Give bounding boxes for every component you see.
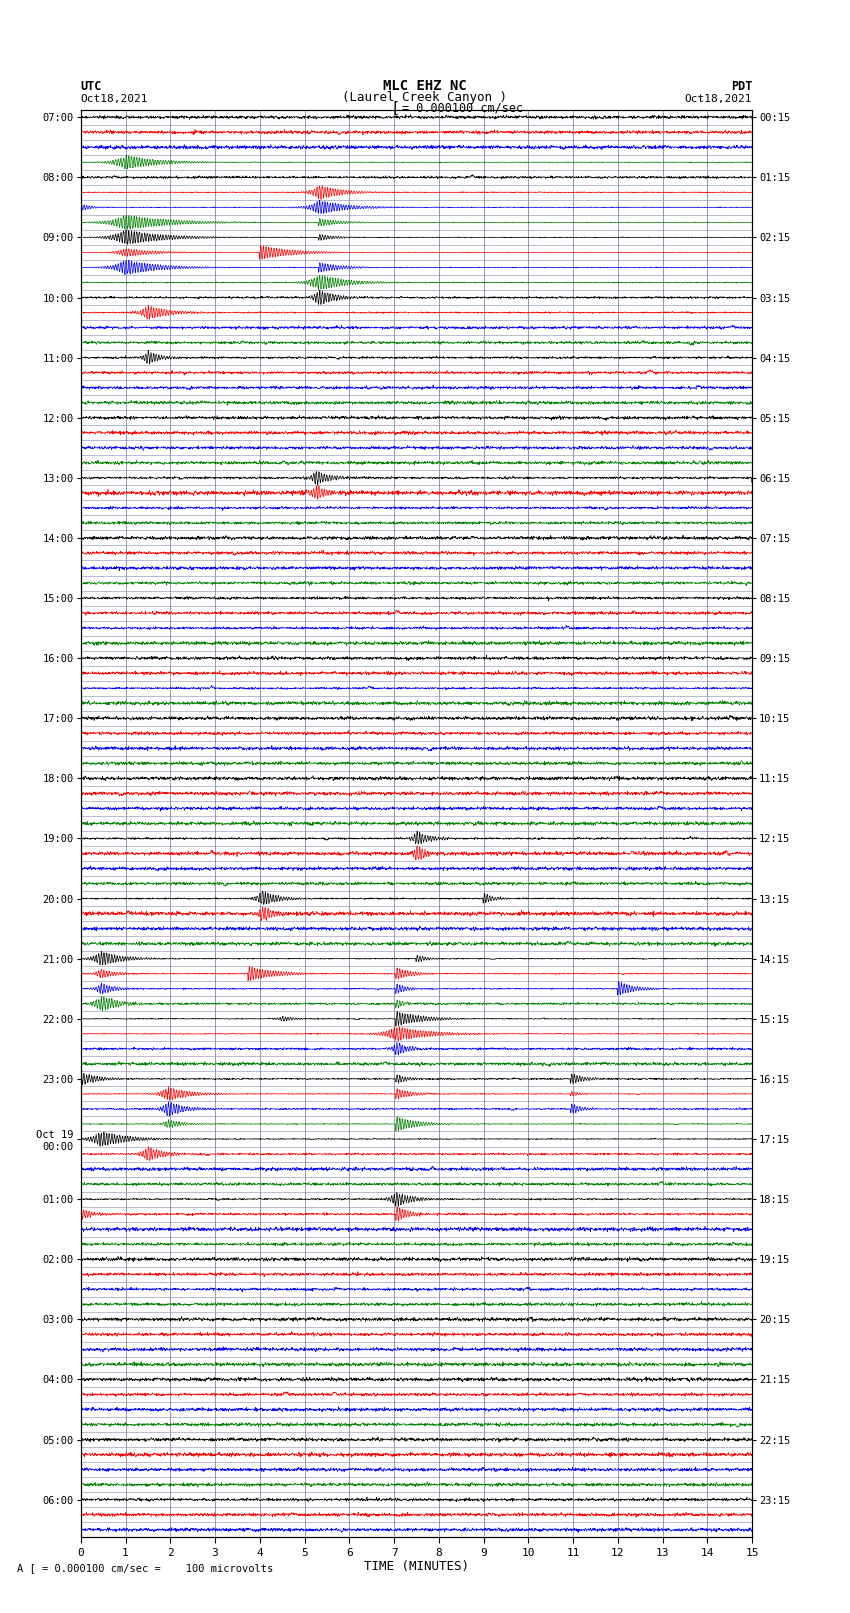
Text: Oct18,2021: Oct18,2021 xyxy=(685,94,752,105)
X-axis label: TIME (MINUTES): TIME (MINUTES) xyxy=(364,1560,469,1573)
Text: [: [ xyxy=(391,100,400,116)
Text: PDT: PDT xyxy=(731,79,752,92)
Text: = 0.000100 cm/sec: = 0.000100 cm/sec xyxy=(402,102,523,115)
Text: Oct18,2021: Oct18,2021 xyxy=(81,94,148,105)
Text: MLC EHZ NC: MLC EHZ NC xyxy=(383,79,467,92)
Text: (Laurel Creek Canyon ): (Laurel Creek Canyon ) xyxy=(343,90,507,105)
Text: A [ = 0.000100 cm/sec =    100 microvolts: A [ = 0.000100 cm/sec = 100 microvolts xyxy=(17,1563,273,1573)
Text: UTC: UTC xyxy=(81,79,102,92)
